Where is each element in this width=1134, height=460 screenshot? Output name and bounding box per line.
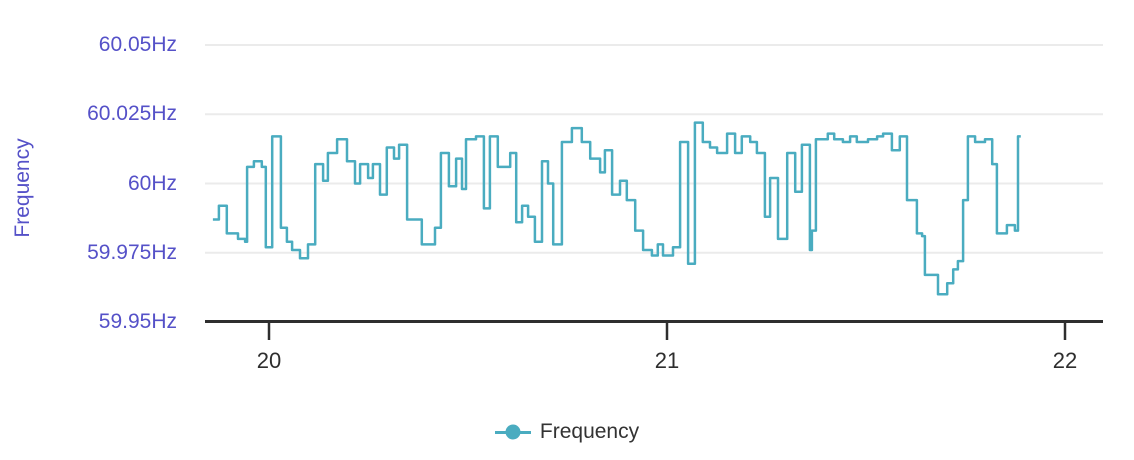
legend-line-dot-icon	[494, 424, 531, 440]
y-tick-label: 60Hz	[127, 171, 177, 195]
legend-label: Frequency	[539, 420, 640, 443]
y-axis-title: Frequency	[11, 138, 34, 238]
y-tick-label: 60.025Hz	[87, 102, 177, 126]
legend: Frequency	[0, 420, 1134, 444]
y-tick-label: 59.95Hz	[98, 310, 177, 333]
x-tick-label: 20	[256, 348, 282, 373]
y-tick-label: 60.05Hz	[98, 33, 177, 56]
y-tick-label: 59.975Hz	[87, 240, 177, 264]
frequency-series-line	[212, 121, 1021, 296]
legend-item-frequency[interactable]: Frequency	[494, 420, 640, 444]
x-tick-label: 21	[654, 348, 680, 373]
x-tick-label: 22	[1052, 348, 1078, 373]
